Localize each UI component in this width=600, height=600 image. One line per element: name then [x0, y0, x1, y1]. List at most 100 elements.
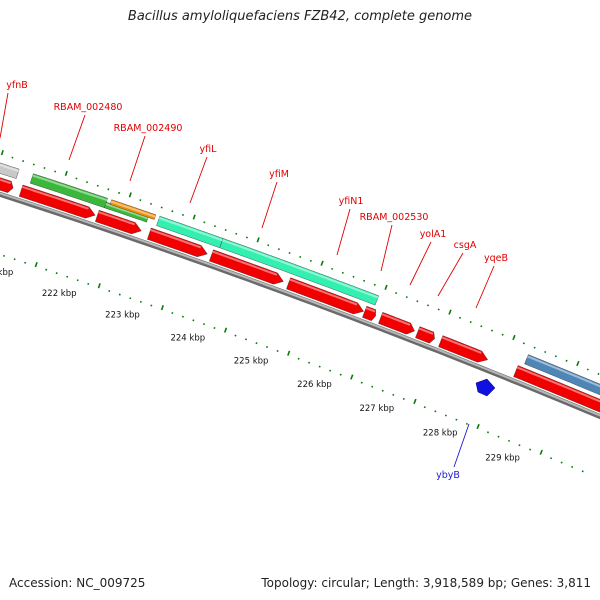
inner-scale-tick	[402, 397, 405, 400]
cds-csgA[interactable]	[415, 326, 435, 344]
inner-scale-tick	[108, 289, 111, 292]
scale-label-229-kbp: 229 kbp	[485, 454, 520, 464]
scale-ticks	[0, 149, 600, 473]
cds-yfiN1-shine	[289, 278, 358, 306]
outer-scale-tick	[320, 260, 324, 266]
outer-scale-tick	[118, 191, 121, 194]
gene-label-yfnB[interactable]: yfnB	[6, 80, 28, 91]
inner-scale-tick	[34, 261, 38, 268]
gene-label-yfiL[interactable]: yfiL	[200, 144, 218, 155]
inner-scale-tick	[213, 326, 216, 329]
backbone-highlight	[0, 192, 600, 417]
outer-scale-tick	[363, 279, 366, 282]
outer-scale-tick	[213, 225, 216, 228]
outer-scale-tick	[437, 308, 440, 311]
cds-right[interactable]	[513, 365, 600, 422]
cds-RBAM_002480-shine	[21, 185, 89, 210]
cds-RBAM_002480[interactable]	[18, 184, 96, 219]
label-leader-lines	[0, 92, 495, 468]
leader-csgA	[437, 252, 464, 297]
outer-scale-tick	[576, 360, 580, 367]
leader-RBAM_002530	[380, 224, 393, 272]
cds-yfiM[interactable]	[209, 249, 284, 285]
inner-scale-tick	[87, 282, 90, 285]
outer-scale-tick	[373, 283, 376, 286]
scale-label-224-kbp: 224 kbp	[170, 334, 205, 344]
outer-scale-tick	[267, 244, 270, 247]
inner-scale-tick	[581, 470, 584, 473]
gene-label-RBAM_002480[interactable]: RBAM_002480	[54, 102, 123, 113]
cds-RBAM_002490[interactable]	[95, 209, 142, 235]
accession-text: Accession: NC_009725	[9, 576, 146, 590]
inner-scale-tick	[276, 349, 279, 352]
scale-label-228-kbp: 228 kbp	[423, 429, 458, 439]
cds-yfiL[interactable]	[147, 227, 208, 258]
gene-features[interactable]	[0, 162, 600, 422]
leader-RBAM_002480	[68, 114, 86, 161]
inner-scale-tick	[223, 327, 228, 333]
outer-scale-tick	[64, 170, 68, 177]
gene-right[interactable]	[524, 354, 600, 407]
inner-scale-tick	[297, 357, 300, 360]
gene-label-yfiM[interactable]: yfiM	[269, 169, 289, 180]
outer-scale-tick	[469, 321, 472, 324]
cds-yqeB[interactable]	[438, 335, 489, 363]
inner-scale-tick	[392, 393, 395, 396]
inner-scale-tick	[97, 283, 101, 289]
feature-ybyB[interactable]	[475, 378, 496, 397]
gene-yfiM[interactable]	[219, 238, 379, 306]
gene-label-RBAM_002490[interactable]: RBAM_002490	[114, 123, 183, 134]
cds-yolA1[interactable]	[378, 312, 415, 335]
cds-yfnB[interactable]	[0, 176, 14, 193]
gene-label-csgA[interactable]: csgA	[454, 240, 477, 251]
outer-scale-tick	[96, 184, 99, 187]
inner-scale-tick	[465, 422, 468, 425]
scale-label-227-kbp: 227 kbp	[359, 404, 394, 414]
outer-scale-tick	[501, 333, 504, 336]
gene-right-shine	[527, 355, 600, 388]
inner-scale-tick	[550, 457, 553, 460]
outer-scale-tick	[43, 167, 46, 170]
inner-scale-tick	[181, 315, 184, 318]
topology-text: Topology: circular; Length: 3,918,589 bp…	[261, 576, 591, 590]
inner-scale-tick	[529, 448, 532, 451]
outer-scale-tick	[586, 368, 589, 371]
gene-yfnB-shine	[0, 163, 19, 172]
outer-scale-tick	[458, 316, 462, 319]
outer-scale-tick	[533, 346, 536, 349]
gene-label-yqeB[interactable]: yqeB	[484, 253, 508, 264]
inner-scale-tick	[539, 449, 543, 455]
outer-scale-tick	[0, 149, 4, 156]
inner-scale-tick	[55, 272, 58, 275]
cds-RBAM_002490-shine	[98, 211, 135, 226]
cds-yfiN1[interactable]	[286, 277, 364, 315]
outer-scale-tick	[75, 177, 78, 180]
inner-scale-tick	[423, 406, 426, 409]
inner-scale-tick	[360, 381, 363, 384]
gene-label-ybyB[interactable]: ybyB	[436, 470, 460, 481]
scale-label-221-kbp: 221 kbp	[0, 268, 13, 278]
outer-scale-tick	[288, 252, 291, 255]
outer-scale-tick	[512, 334, 516, 341]
outer-scale-tick	[309, 259, 312, 262]
leader-yfnB	[0, 92, 9, 139]
leader-RBAM_002490	[129, 135, 146, 182]
outer-scale-tick	[11, 156, 14, 159]
outer-scale-tick	[107, 188, 110, 191]
outer-scale-tick	[597, 372, 600, 375]
outer-scale-tick	[480, 325, 483, 328]
outer-scale-tick	[150, 202, 153, 205]
cds-yqeB-shine	[441, 336, 482, 354]
inner-scale-tick	[3, 254, 6, 257]
outer-scale-tick	[427, 304, 430, 307]
gene-label-yfiN1[interactable]: yfiN1	[339, 196, 364, 207]
cds-yfiL-shine	[150, 228, 202, 249]
gene-label-RBAM_002530[interactable]: RBAM_002530	[360, 212, 429, 223]
gene-label-yolA1[interactable]: yolA1	[420, 229, 447, 240]
inner-scale-tick	[434, 410, 437, 413]
outer-scale-tick	[395, 292, 398, 295]
gene-RBAM_002480-shine	[32, 174, 108, 202]
leader-yfiL	[189, 156, 208, 204]
